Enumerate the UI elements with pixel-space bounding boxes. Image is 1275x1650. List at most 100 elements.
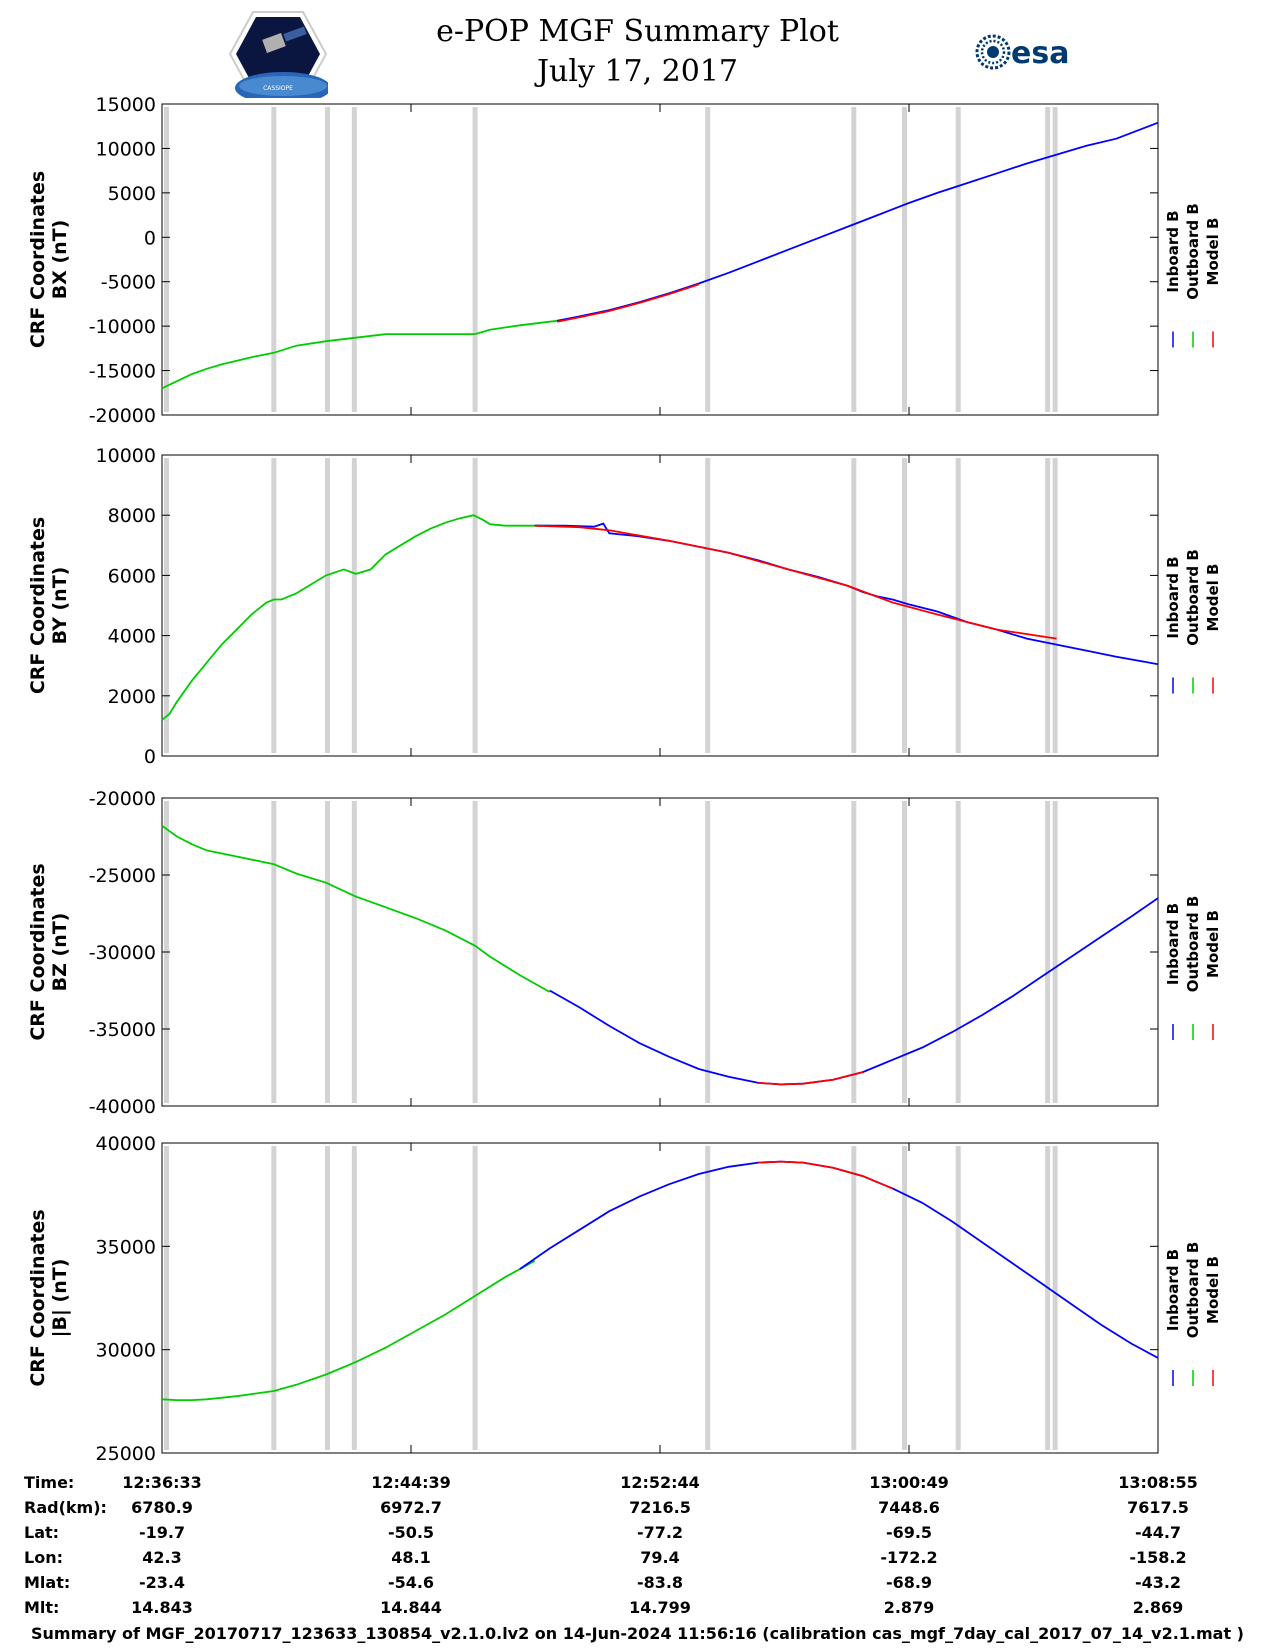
y-tick-label: 10000: [96, 138, 156, 160]
data-gap-band: [351, 458, 357, 753]
data-gap-band: [351, 1146, 357, 1450]
data-gap-band: [705, 1146, 711, 1450]
title-block: e-POP MGF Summary Plot July 17, 2017: [0, 12, 1275, 92]
chart-panel-b-magnitude: 25000 30000 35000 40000 CRF Coordinates|B| (…: [27, 1133, 1222, 1465]
y-tick-label: -40000: [89, 1096, 156, 1118]
data-gap-band: [902, 1146, 908, 1450]
data-gap-band: [271, 1146, 277, 1450]
y-axis-label: CRF Coordinates|B| (nT): [27, 1209, 71, 1386]
legend-label: Model B: [1204, 218, 1222, 286]
data-gap-band: [851, 107, 857, 412]
legend: Inboard B Outboard B Model B: [1164, 1242, 1222, 1386]
data-gap-band: [705, 801, 711, 1103]
data-gap-band: [163, 1146, 169, 1450]
esa-logo: esa: [975, 34, 1069, 71]
data-gap-band: [1045, 107, 1051, 412]
legend-label: Outboard B: [1184, 203, 1202, 300]
data-gap-band: [955, 801, 961, 1103]
y-axis-label-line1: CRF Coordinates: [27, 171, 49, 348]
footer-summary: Summary of MGF_20170717_123633_130854_v2…: [31, 1624, 1244, 1643]
y-tick-label: -15000: [89, 361, 156, 383]
series-line-inboard-b: [556, 121, 1159, 322]
chart-panel-by: 0 2000 4000 6000 8000 10000 CRF CoordinatesBY …: [27, 445, 1222, 768]
y-tick-label: -5000: [101, 272, 156, 294]
data-gap-band: [902, 107, 908, 412]
y-tick-label: -20000: [89, 788, 156, 810]
data-gap-band: [271, 107, 277, 412]
plot-frame: [161, 103, 1159, 416]
data-gap-band: [705, 107, 711, 412]
data-gap-band: [1045, 1146, 1051, 1450]
data-gap-band: [1045, 801, 1051, 1103]
legend-label: Model B: [1204, 910, 1222, 978]
data-gap-band: [472, 1146, 478, 1450]
series-line-model-b: [556, 283, 700, 323]
chart-panel-bx: -20000 -15000 -10000 -5000 0 5000 10000 15000 CR…: [27, 94, 1222, 427]
y-tick-label: -30000: [89, 942, 156, 964]
data-gap-band: [325, 1146, 331, 1450]
y-axis-label-line2: BY (nT): [49, 567, 71, 645]
legend-label: Inboard B: [1164, 1249, 1182, 1331]
mission-logo-atmosphere: [239, 76, 327, 96]
data-gap-band: [271, 801, 277, 1103]
solar-panel-icon: [283, 26, 307, 42]
y-tick-label: 15000: [96, 94, 156, 116]
legend-label: Inboard B: [1164, 556, 1182, 638]
legend-label: Outboard B: [1184, 896, 1202, 993]
data-gap-band: [1052, 107, 1058, 412]
y-tick-label: 6000: [108, 565, 156, 587]
y-tick-label: 0: [144, 746, 156, 768]
y-tick-label: -35000: [89, 1019, 156, 1041]
y-tick-label: 5000: [108, 183, 156, 205]
data-gap-band: [902, 801, 908, 1103]
data-gap-band: [351, 107, 357, 412]
y-axis-label-line2: |B| (nT): [49, 1259, 71, 1338]
data-gap-band: [271, 458, 277, 753]
satellite-icon: [262, 33, 286, 53]
chart-panel-bz: -40000 -35000 -30000 -25000 -20000 CRF Coordi…: [27, 788, 1222, 1118]
series-line-inboard-b: [534, 522, 1159, 666]
series-line-outboard-b: [161, 319, 565, 390]
y-axis-label-line1: CRF Coordinates: [27, 863, 49, 1040]
data-gap-band: [325, 801, 331, 1103]
data-gap-band: [1052, 1146, 1058, 1450]
data-gap-band: [325, 458, 331, 753]
y-tick-label: -25000: [89, 865, 156, 887]
legend-label: Inboard B: [1164, 210, 1182, 292]
data-gap-band: [955, 107, 961, 412]
series-line-outboard-b: [161, 514, 550, 721]
data-gap-band: [955, 1146, 961, 1450]
data-gap-band: [325, 107, 331, 412]
page-title: e-POP MGF Summary Plot: [436, 14, 839, 49]
data-gap-band: [851, 458, 857, 753]
plot-frame: [161, 1142, 1159, 1454]
legend: Inboard B Outboard B Model B: [1164, 896, 1222, 1040]
legend-label: Inboard B: [1164, 903, 1182, 985]
data-gap-band: [705, 458, 711, 753]
y-tick-label: 40000: [96, 1133, 156, 1155]
data-gap-band: [163, 458, 169, 753]
y-tick-label: 30000: [96, 1340, 156, 1362]
legend-label: Outboard B: [1184, 549, 1202, 646]
y-tick-label: -20000: [89, 405, 156, 427]
series-line-model-b: [758, 1071, 864, 1086]
data-gap-band: [472, 107, 478, 412]
y-tick-label: 10000: [96, 445, 156, 467]
data-gap-band: [1052, 801, 1058, 1103]
data-gap-band: [851, 1146, 857, 1450]
esa-logo-mark-icon: [975, 34, 1011, 70]
data-gap-band: [955, 458, 961, 753]
mission-logo: CASSIOPE: [228, 11, 328, 98]
series-line-model-b: [758, 1160, 893, 1190]
data-gap-band: [163, 107, 169, 412]
data-gap-band: [472, 801, 478, 1103]
legend-label: Model B: [1204, 1256, 1222, 1324]
legend: Inboard B Outboard B Model B: [1164, 203, 1222, 348]
legend-label: Outboard B: [1184, 1242, 1202, 1339]
esa-logo-text: esa: [1011, 36, 1069, 71]
y-tick-label: -10000: [89, 316, 156, 338]
data-gap-band: [472, 458, 478, 753]
data-gap-band: [851, 801, 857, 1103]
y-axis-label: CRF CoordinatesBX (nT): [27, 171, 71, 348]
